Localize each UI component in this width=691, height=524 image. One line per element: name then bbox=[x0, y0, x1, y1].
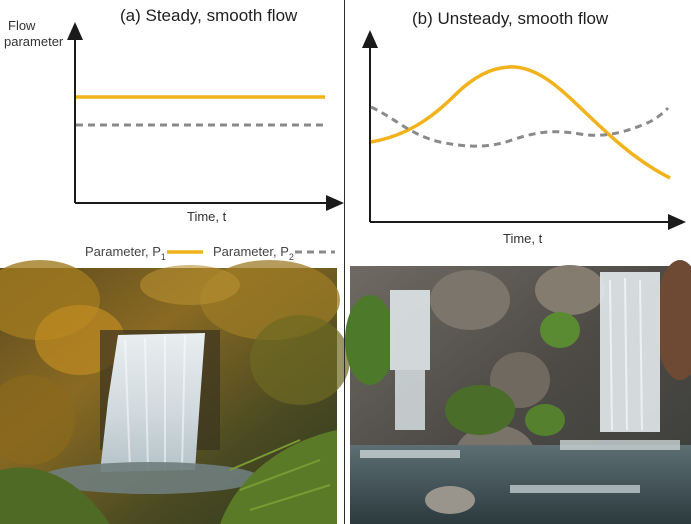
legend-p2-label: Parameter, P2 bbox=[213, 244, 294, 262]
panel-b-x-label: Time, t bbox=[503, 231, 543, 246]
legend: Parameter, P1 Parameter, P2 bbox=[85, 244, 335, 262]
panel-b-series-p2-curve bbox=[370, 105, 670, 148]
panel-a-y-label-line1: Flow bbox=[8, 18, 36, 33]
panel-a-x-label: Time, t bbox=[187, 209, 227, 224]
forest-waterfall-photo bbox=[0, 260, 350, 524]
panel-b-title: (b) Unsteady, smooth flow bbox=[412, 9, 609, 28]
panel-a-y-label-line2: parameter bbox=[4, 34, 64, 49]
legend-p1-label: Parameter, P1 bbox=[85, 244, 166, 262]
rock-garden-waterfall-photo bbox=[345, 260, 691, 524]
panel-a-title: (a) Steady, smooth flow bbox=[120, 6, 298, 25]
panel-divider bbox=[344, 0, 345, 524]
panel-b-series-p1-curve bbox=[370, 65, 671, 180]
